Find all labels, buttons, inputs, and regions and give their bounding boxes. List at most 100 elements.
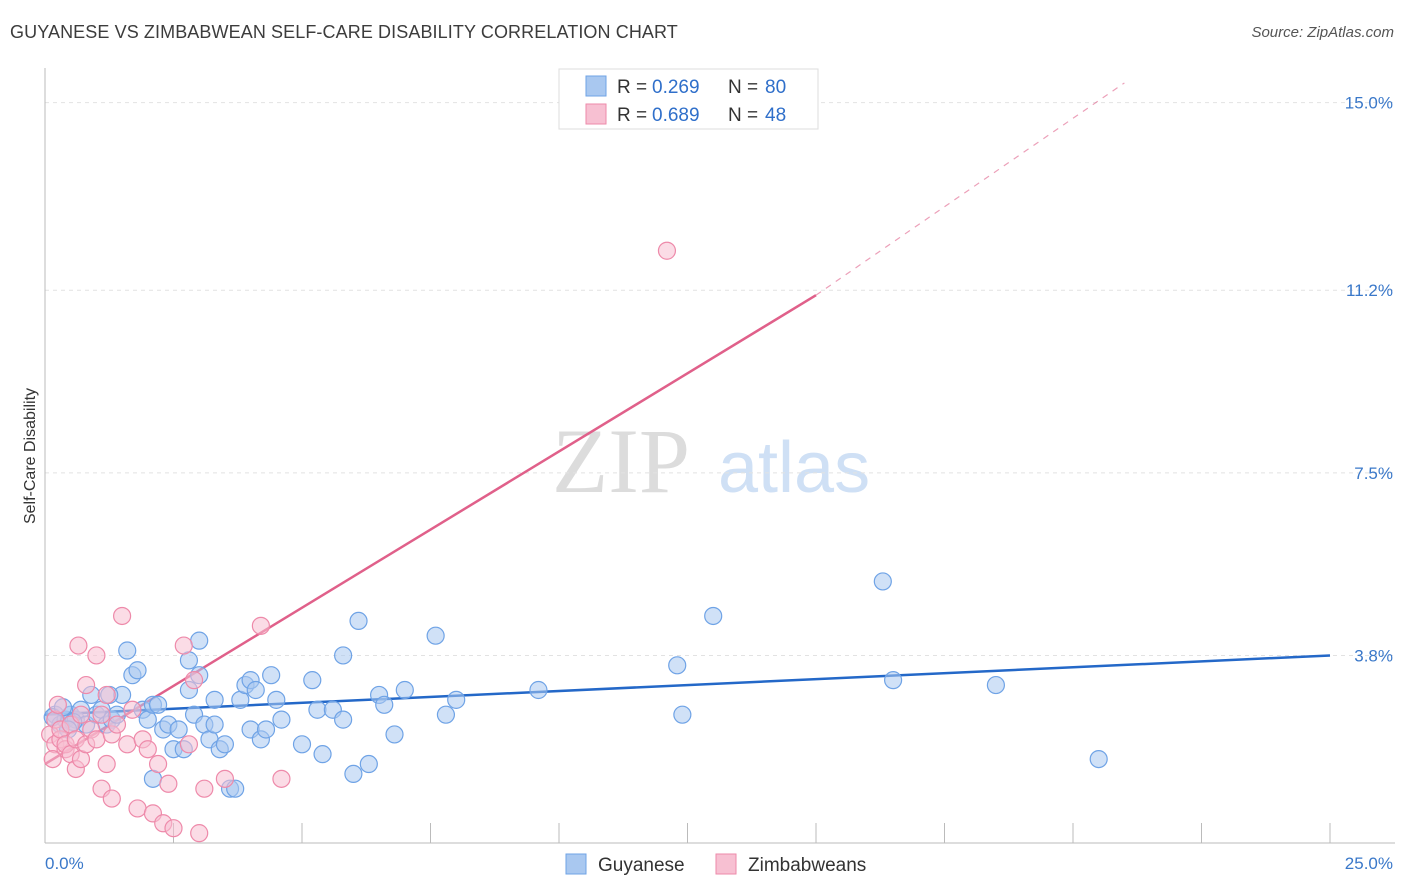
zimbabwean-point [43, 749, 62, 769]
guyanese-point [292, 735, 312, 754]
zimbabwean-point [159, 774, 178, 793]
zimbabwean-point [657, 241, 677, 260]
guyanese-point [334, 710, 353, 729]
zimbabwean-point [118, 735, 137, 754]
guyanese-point [385, 725, 404, 744]
x-tick-label-max: 25.0% [1345, 854, 1393, 873]
zimbabwean-point [112, 606, 132, 626]
legend-r-value-1: 0.269 [652, 77, 700, 98]
guyanese-point [334, 646, 353, 665]
guyanese-point [215, 735, 234, 754]
guyanese-point [267, 690, 286, 709]
legend-n-label-2: N = [728, 105, 758, 126]
guyanese-point [447, 690, 466, 709]
zimbabwean-point [184, 671, 204, 690]
y-tick-labels: 3.8% 7.5% 11.2% 15.0% [1345, 94, 1393, 666]
zimbabwean-point [87, 730, 106, 749]
zimbabwean-point [97, 685, 116, 705]
source-label: Source: ZipAtlas.com [1251, 24, 1394, 41]
guyanese-point [256, 720, 276, 739]
guyanese-point [169, 720, 188, 739]
zimbabwean-point [77, 675, 96, 695]
guyanese-point [375, 695, 394, 714]
guyanese-point [426, 626, 445, 645]
data-points [41, 241, 1108, 843]
legend-r-value-2: 0.689 [652, 105, 700, 126]
guyanese-point [262, 666, 281, 685]
guyanese-point [873, 572, 892, 591]
bottom-legend-swatch-guyanese [565, 853, 587, 875]
guyanese-point [246, 680, 265, 700]
zimbabwean-point [128, 799, 147, 818]
zimbabwean-point [107, 715, 127, 734]
zimbabwean-point [215, 769, 234, 788]
guyanese-point [1089, 749, 1108, 769]
guyanese-point [313, 745, 332, 764]
y-tick-label: 7.5% [1354, 464, 1393, 483]
guyanese-point [359, 754, 378, 774]
guyanese-point [883, 671, 903, 690]
guyanese-point [205, 715, 224, 734]
bottom-legend-label-zimbabweans: Zimbabweans [748, 855, 866, 876]
zimbabwean-point [272, 769, 291, 788]
bottom-legend-swatch-zimbabweans [715, 853, 737, 875]
zimbabwean-point [48, 695, 67, 714]
grid-lines [45, 102, 1395, 656]
guyanese-point [205, 690, 224, 709]
series-legend: Guyanese Zimbabweans [565, 853, 866, 876]
legend-r-label-2: R = [617, 105, 647, 126]
legend-r-label-1: R = [617, 77, 647, 98]
zimbabwean-point [174, 636, 193, 655]
x-tick-labels: 0.0% 25.0% [45, 854, 1393, 873]
guyanese-point [148, 695, 168, 714]
guyanese-point [272, 710, 291, 729]
zimbabwean-point [92, 705, 111, 724]
zimbabwean-trend-line-extension [815, 82, 1125, 296]
stats-legend: R = 0.269 N = 80 R = 0.689 N = 48 [558, 68, 819, 130]
legend-n-label-1: N = [728, 77, 758, 98]
zimbabwean-point [138, 740, 157, 759]
guyanese-trend-line [44, 654, 1331, 716]
zimbabwean-point [102, 789, 121, 808]
zimbabwean-point [71, 705, 91, 724]
legend-swatch-zimbabweans [585, 103, 607, 125]
zimbabwean-point [69, 636, 88, 655]
guyanese-point [673, 705, 692, 724]
trend-lines [44, 82, 1331, 766]
zimbabwean-point [87, 646, 106, 665]
guyanese-point [704, 606, 723, 626]
guyanese-point [349, 611, 368, 631]
guyanese-point [529, 680, 548, 700]
y-tick-label: 11.2% [1346, 281, 1393, 300]
x-tick-label-min: 0.0% [45, 854, 84, 873]
guyanese-point [303, 671, 322, 690]
legend-n-value-2: 48 [765, 105, 786, 126]
zimbabwean-point [190, 824, 209, 843]
zimbabwean-point [164, 819, 183, 838]
watermark: ZIP atlas [552, 410, 870, 512]
watermark-zip: ZIP [552, 410, 690, 512]
guyanese-point [436, 705, 456, 724]
guyanese-point [190, 631, 209, 650]
zimbabwean-point [123, 700, 142, 719]
guyanese-point [986, 675, 1006, 695]
guyanese-point [668, 656, 687, 675]
guyanese-point [344, 764, 363, 784]
guyanese-point [118, 641, 137, 660]
y-tick-label: 15.0% [1345, 94, 1393, 113]
bottom-legend-label-guyanese: Guyanese [598, 855, 685, 876]
guyanese-point [308, 700, 327, 719]
zimbabwean-point [148, 754, 168, 774]
legend-n-value-1: 80 [765, 77, 786, 98]
y-tick-label: 3.8% [1354, 646, 1393, 665]
chart-title: GUYANESE VS ZIMBABWEAN SELF-CARE DISABIL… [10, 22, 678, 42]
guyanese-point [128, 661, 147, 680]
zimbabwean-point [97, 754, 116, 774]
watermark-atlas: atlas [718, 428, 870, 508]
zimbabwean-trend-line [44, 294, 817, 766]
guyanese-point [395, 680, 414, 700]
zimbabwean-point [179, 735, 199, 754]
zimbabwean-point [195, 779, 214, 798]
legend-swatch-guyanese [585, 75, 607, 97]
